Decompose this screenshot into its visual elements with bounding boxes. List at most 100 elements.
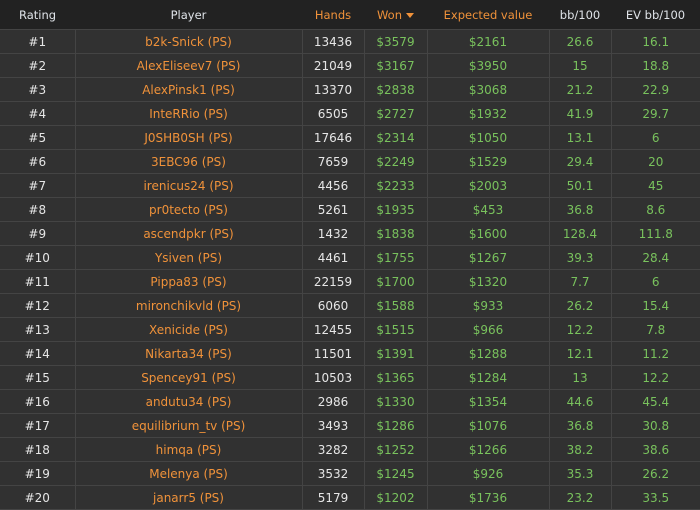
hands-cell: 13436 [301, 29, 365, 54]
header-row: Rating Player Hands Won Expected value b… [0, 0, 700, 30]
player-link[interactable]: mironchikvld (PS) [74, 293, 303, 318]
expected-value-cell: $3950 [426, 53, 550, 78]
expected-value-cell: $2003 [426, 173, 550, 198]
bb100-cell: 12.2 [548, 317, 612, 342]
hands-cell: 17646 [301, 125, 365, 150]
expected-value-cell: $1267 [426, 245, 550, 270]
rating-cell: #7 [0, 173, 76, 198]
bb100-cell: 39.3 [548, 245, 612, 270]
won-cell: $2727 [363, 101, 428, 126]
won-cell: $1252 [363, 437, 428, 462]
expected-value-cell: $1600 [426, 221, 550, 246]
player-link[interactable]: Melenya (PS) [74, 461, 303, 486]
player-link[interactable]: ascendpkr (PS) [74, 221, 303, 246]
won-cell: $2314 [363, 125, 428, 150]
header-ev-bb100[interactable]: EV bb/100 [611, 0, 700, 30]
ev-bb100-cell: 8.6 [610, 197, 700, 222]
hands-cell: 1432 [301, 221, 365, 246]
table-row: #10 Ysiven (PS) 4461 $1755 $1267 39.3 28.4 [0, 245, 700, 270]
player-link[interactable]: Xenicide (PS) [74, 317, 303, 342]
won-cell: $2249 [363, 149, 428, 174]
table-row: #16 andutu34 (PS) 2986 $1330 $1354 44.6 45.4 [0, 389, 700, 414]
expected-value-cell: $1529 [426, 149, 550, 174]
player-link[interactable]: andutu34 (PS) [74, 389, 303, 414]
player-link[interactable]: Spencey91 (PS) [74, 365, 303, 390]
won-cell: $1935 [363, 197, 428, 222]
rating-cell: #15 [0, 365, 76, 390]
hands-cell: 10503 [301, 365, 365, 390]
hands-cell: 11501 [301, 341, 365, 366]
bb100-cell: 128.4 [548, 221, 612, 246]
rating-cell: #20 [0, 485, 76, 510]
hands-cell: 3532 [301, 461, 365, 486]
player-link[interactable]: b2k-Snick (PS) [74, 29, 303, 54]
bb100-cell: 35.3 [548, 461, 612, 486]
won-cell: $3167 [363, 53, 428, 78]
table-row: #7 irenicus24 (PS) 4456 $2233 $2003 50.1 45 [0, 173, 700, 198]
player-link[interactable]: pr0tecto (PS) [74, 197, 303, 222]
rating-cell: #10 [0, 245, 76, 270]
bb100-cell: 12.1 [548, 341, 612, 366]
hands-cell: 6505 [301, 101, 365, 126]
ev-bb100-cell: 16.1 [610, 29, 700, 54]
player-link[interactable]: Nikarta34 (PS) [74, 341, 303, 366]
bb100-cell: 36.8 [548, 197, 612, 222]
player-link[interactable]: janarr5 (PS) [74, 485, 303, 510]
ev-bb100-cell: 12.2 [610, 365, 700, 390]
rating-cell: #2 [0, 53, 76, 78]
ev-bb100-cell: 18.8 [610, 53, 700, 78]
hands-cell: 4456 [301, 173, 365, 198]
hands-cell: 21049 [301, 53, 365, 78]
table-row: #11 Pippa83 (PS) 22159 $1700 $1320 7.7 6 [0, 269, 700, 294]
header-won[interactable]: Won [364, 0, 427, 30]
expected-value-cell: $1284 [426, 365, 550, 390]
rating-cell: #13 [0, 317, 76, 342]
rating-cell: #9 [0, 221, 76, 246]
header-hands[interactable]: Hands [302, 0, 364, 30]
bb100-cell: 26.2 [548, 293, 612, 318]
header-bb100[interactable]: bb/100 [549, 0, 611, 30]
hands-cell: 5179 [301, 485, 365, 510]
player-link[interactable]: InteRRio (PS) [74, 101, 303, 126]
ev-bb100-cell: 45.4 [610, 389, 700, 414]
hands-cell: 7659 [301, 149, 365, 174]
table-row: #13 Xenicide (PS) 12455 $1515 $966 12.2 7.8 [0, 317, 700, 342]
player-link[interactable]: Ysiven (PS) [74, 245, 303, 270]
ev-bb100-cell: 26.2 [610, 461, 700, 486]
ev-bb100-cell: 11.2 [610, 341, 700, 366]
player-link[interactable]: AlexEliseev7 (PS) [74, 53, 303, 78]
player-link[interactable]: 3EBC96 (PS) [74, 149, 303, 174]
table-row: #20 janarr5 (PS) 5179 $1202 $1736 23.2 33.5 [0, 485, 700, 510]
hands-cell: 4461 [301, 245, 365, 270]
player-link[interactable]: equilibrium_tv (PS) [74, 413, 303, 438]
won-cell: $3579 [363, 29, 428, 54]
player-link[interactable]: J0SHB0SH (PS) [74, 125, 303, 150]
header-won-label: Won [376, 7, 403, 22]
header-player[interactable]: Player [75, 0, 302, 30]
table-row: #15 Spencey91 (PS) 10503 $1365 $1284 13 12.2 [0, 365, 700, 390]
rating-cell: #8 [0, 197, 76, 222]
bb100-cell: 38.2 [548, 437, 612, 462]
bb100-cell: 41.9 [548, 101, 612, 126]
expected-value-cell: $1354 [426, 389, 550, 414]
rating-cell: #4 [0, 101, 76, 126]
ev-bb100-cell: 20 [610, 149, 700, 174]
expected-value-cell: $926 [426, 461, 550, 486]
bb100-cell: 21.2 [548, 77, 612, 102]
player-link[interactable]: irenicus24 (PS) [74, 173, 303, 198]
player-link[interactable]: Pippa83 (PS) [74, 269, 303, 294]
bb100-cell: 26.6 [548, 29, 612, 54]
header-expected-value[interactable]: Expected value [427, 0, 549, 30]
player-link[interactable]: AlexPinsk1 (PS) [74, 77, 303, 102]
bb100-cell: 29.4 [548, 149, 612, 174]
ev-bb100-cell: 7.8 [610, 317, 700, 342]
rating-cell: #17 [0, 413, 76, 438]
table-row: #18 himqa (PS) 3282 $1252 $1266 38.2 38.6 [0, 437, 700, 462]
hands-cell: 13370 [301, 77, 365, 102]
expected-value-cell: $1076 [426, 413, 550, 438]
player-link[interactable]: himqa (PS) [74, 437, 303, 462]
won-cell: $2838 [363, 77, 428, 102]
table-row: #4 InteRRio (PS) 6505 $2727 $1932 41.9 29.7 [0, 101, 700, 126]
rating-cell: #3 [0, 77, 76, 102]
header-rating[interactable]: Rating [0, 0, 75, 30]
